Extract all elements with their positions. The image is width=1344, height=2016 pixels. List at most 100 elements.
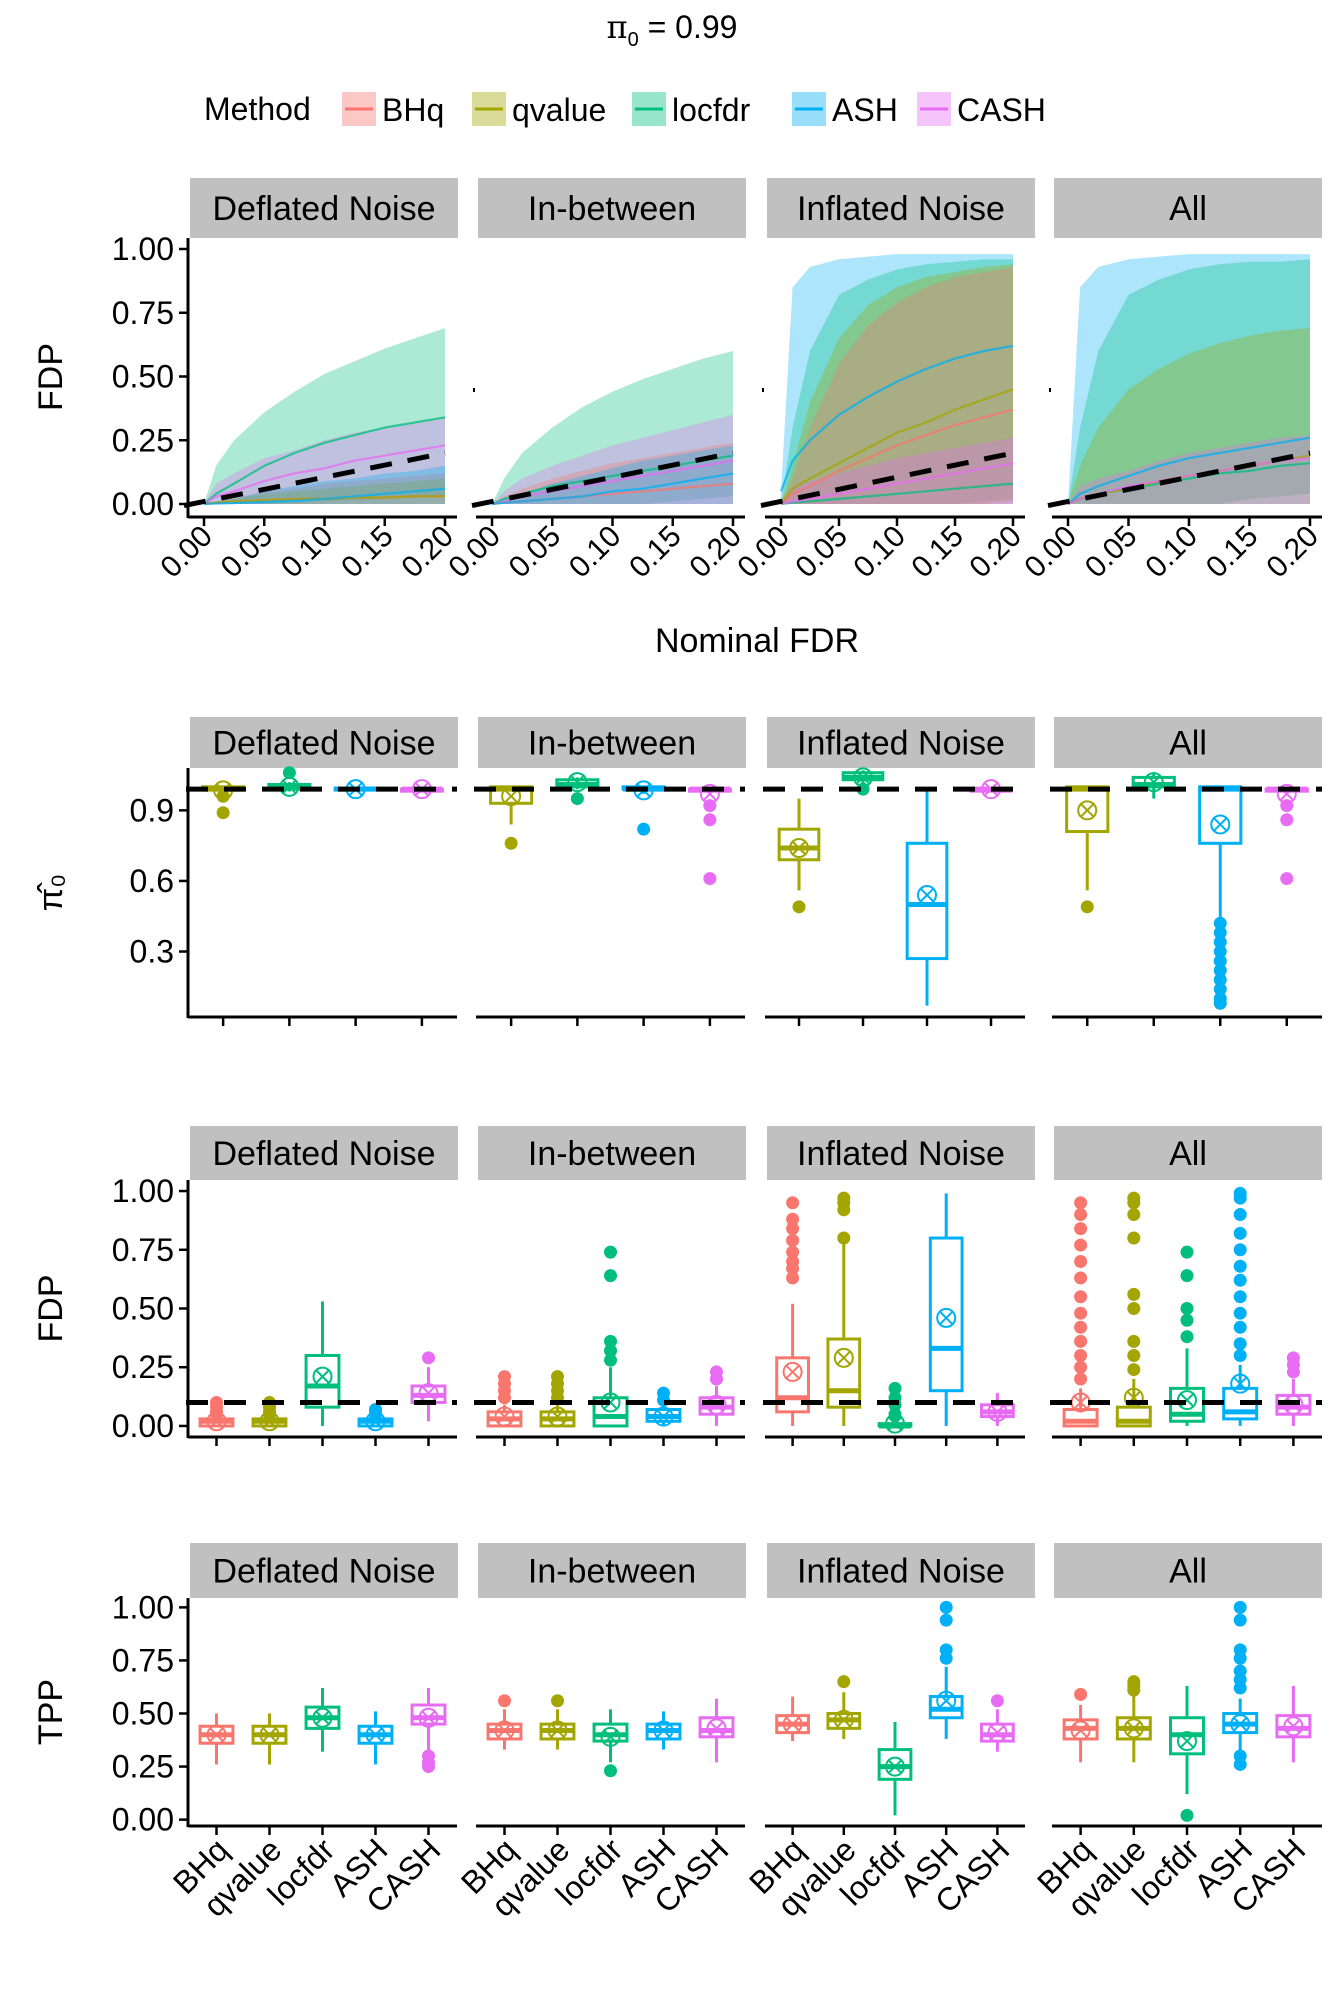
title-pi: π xyxy=(607,8,628,46)
box-ash xyxy=(928,1193,964,1426)
reference-line xyxy=(471,450,734,508)
y-tick-label: 0.75 xyxy=(112,1232,174,1268)
outlier-point xyxy=(1074,1208,1088,1222)
y-tick-label: 0.75 xyxy=(112,1642,174,1678)
legend-item-ash: ASH xyxy=(792,92,898,128)
x-tick-label: 0.15 xyxy=(1200,520,1265,585)
outlier-point xyxy=(888,1381,902,1395)
curve-panel-3: 0.000.050.100.150.20 xyxy=(1018,254,1325,584)
outlier-point xyxy=(1074,1687,1088,1701)
box-locfdr xyxy=(841,767,885,796)
outlier-point xyxy=(1180,1330,1194,1344)
mean-marker xyxy=(782,1714,803,1735)
y-tick-label: 0.50 xyxy=(112,1291,174,1327)
mean-marker-x xyxy=(496,1408,513,1425)
box-bhq xyxy=(198,1713,235,1765)
mean-marker xyxy=(833,1709,854,1730)
y-tick-label: 0.6 xyxy=(130,863,174,899)
outlier-point xyxy=(1180,1269,1194,1283)
panels: Deflated Noise 0.000.050.100.150.20 0.00 0.… xyxy=(32,178,1325,1924)
facet-strip xyxy=(767,1126,1035,1180)
legend: Method BHq qvalue locfdr ASH CASH xyxy=(204,91,1046,128)
outlier-point xyxy=(1233,1243,1247,1257)
box-bhq xyxy=(486,1370,523,1428)
legend-title: Method xyxy=(204,91,311,127)
box-locfdr xyxy=(304,1301,341,1426)
outlier-point xyxy=(939,1613,953,1627)
box-bhq xyxy=(1062,1196,1099,1428)
pi0_hat-panel-2 xyxy=(763,767,1025,1026)
figure-title: π0 = 0.99 xyxy=(607,8,738,51)
outlier-point xyxy=(1233,1613,1247,1627)
facet-strip xyxy=(767,1543,1035,1598)
outlier-point xyxy=(1233,1320,1247,1334)
mean-marker xyxy=(653,1406,674,1427)
y-tick-label: 0.25 xyxy=(112,1349,174,1385)
y-tick-label: 0.00 xyxy=(112,486,174,522)
outlier-point xyxy=(1233,1273,1247,1287)
mean-marker xyxy=(600,1726,621,1747)
outlier-point xyxy=(1127,1348,1141,1362)
outlier-point xyxy=(1213,916,1227,930)
facet-label: Inflated Noise xyxy=(797,1135,1005,1173)
box-bhq xyxy=(1062,1687,1099,1763)
outlier-point xyxy=(1180,1245,1194,1259)
outlier-point xyxy=(570,792,584,806)
mean-line-cash xyxy=(780,462,1014,506)
outlier-point xyxy=(1074,1255,1088,1269)
x-tick-label: 0.05 xyxy=(789,520,854,585)
facet-strip xyxy=(478,1126,746,1180)
ribbon-qvalue xyxy=(1068,328,1310,504)
x-tick-label: 0.15 xyxy=(335,520,400,585)
reference-line xyxy=(760,450,1014,508)
y-tick-label: 0.25 xyxy=(112,1749,174,1785)
tpp_box-panel-0: BHqqvaluelocfdrASHCASH0.000.250.500.751.… xyxy=(32,1589,457,1924)
ribbon-cash xyxy=(492,414,733,504)
mean-marker xyxy=(1230,1373,1251,1394)
outlier-point xyxy=(1213,945,1227,959)
box-ash xyxy=(645,1386,682,1427)
outlier-point xyxy=(939,1643,953,1657)
mean-marker xyxy=(1276,783,1297,804)
outlier-point xyxy=(1233,1664,1247,1678)
legend-item-locfdr: locfdr xyxy=(632,92,751,128)
box-cash xyxy=(698,1365,735,1426)
mean-marker xyxy=(567,772,588,793)
mean-marker-x xyxy=(314,1710,331,1726)
mean-marker xyxy=(936,1307,957,1328)
facet-strip xyxy=(190,1543,458,1598)
outlier-point xyxy=(1074,1271,1088,1285)
outlier-point xyxy=(1074,1320,1088,1334)
outlier-point xyxy=(837,1231,851,1245)
mean-marker xyxy=(494,1720,515,1741)
legend-label-bhq: BHq xyxy=(382,92,444,128)
outlier-point xyxy=(604,1344,617,1358)
box-qvalue xyxy=(826,1675,862,1739)
box-bhq xyxy=(775,1696,810,1742)
outlier-point xyxy=(786,1271,800,1285)
mean-marker-x xyxy=(602,1394,619,1411)
x-tick-label: 0.10 xyxy=(275,520,340,585)
y-axis-title: FDP xyxy=(32,1275,70,1343)
facet-label: Inflated Noise xyxy=(797,1553,1005,1591)
outlier-point xyxy=(1074,1306,1088,1320)
outlier-point xyxy=(1213,926,1227,940)
x-tick-label: 0.10 xyxy=(847,520,912,585)
outlier-point xyxy=(1233,1226,1247,1240)
mean-marker-x xyxy=(1285,1718,1302,1734)
facet-label: Deflated Noise xyxy=(212,1553,435,1591)
box-cash xyxy=(687,783,732,886)
outlier-point xyxy=(604,1334,617,1348)
y-tick-label: 0.25 xyxy=(112,422,174,458)
outlier-point xyxy=(1074,1290,1088,1304)
legend-label-locfdr: locfdr xyxy=(672,92,751,128)
outlier-point xyxy=(1280,813,1294,827)
box-ash xyxy=(645,1711,682,1750)
outlier-point xyxy=(1233,1600,1247,1614)
mean-marker-x xyxy=(215,782,231,799)
x-tick-label: 0.05 xyxy=(215,520,280,585)
outlier-point xyxy=(1127,1363,1141,1377)
facet-strip xyxy=(478,1543,746,1598)
outlier-point xyxy=(1286,1351,1300,1365)
